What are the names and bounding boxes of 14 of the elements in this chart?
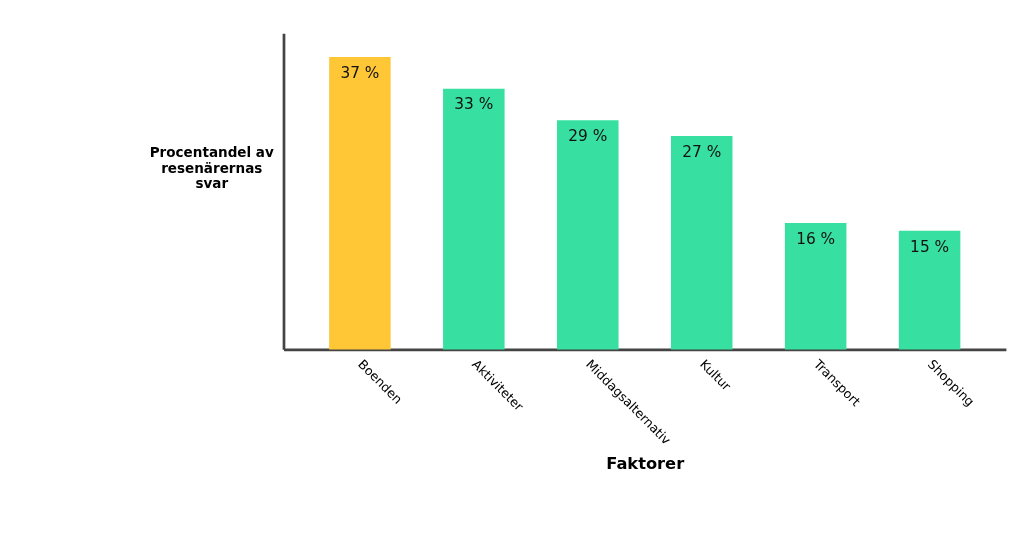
y-axis-title: Procentandel av resenärernas svar [149,144,274,192]
bar [898,230,961,350]
data-label: 16 % [796,229,836,248]
data-label: 37 % [340,63,380,82]
bar [329,57,391,350]
bar [443,88,505,350]
bar [784,222,847,350]
data-label: 29 % [568,127,608,146]
data-label: 27 % [682,142,722,161]
data-label: 33 % [454,95,494,114]
x-axis-title: Faktorer [606,453,685,473]
bar [557,120,619,350]
data-label: 15 % [910,237,950,256]
bar [670,136,733,350]
